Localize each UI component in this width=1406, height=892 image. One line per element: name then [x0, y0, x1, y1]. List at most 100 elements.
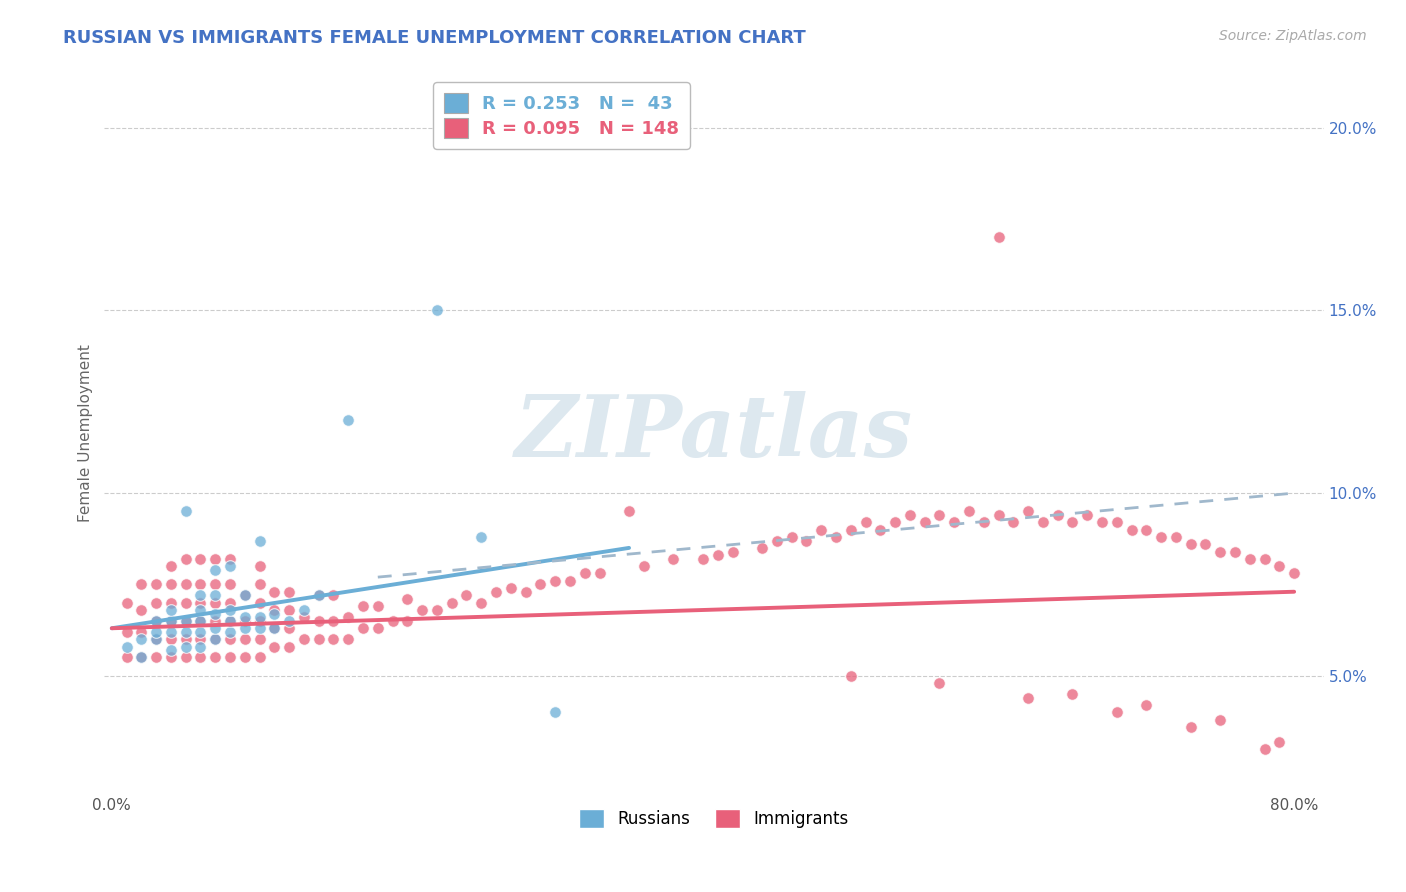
Point [855, 516, 877, 530]
Point [204, 588, 226, 602]
Point [1062, 516, 1084, 530]
Point [1253, 552, 1275, 566]
Point [751, 541, 773, 555]
Point [928, 676, 950, 690]
Point [839, 669, 862, 683]
Point [308, 614, 330, 628]
Point [190, 596, 212, 610]
Point [174, 614, 197, 628]
Point [263, 607, 285, 621]
Point [499, 581, 522, 595]
Point [810, 523, 832, 537]
Point [426, 603, 449, 617]
Point [973, 516, 995, 530]
Point [292, 632, 315, 647]
Point [470, 596, 492, 610]
Point [204, 632, 226, 647]
Point [233, 588, 256, 602]
Point [588, 566, 610, 581]
Point [278, 621, 301, 635]
Point [292, 603, 315, 617]
Point [337, 632, 360, 647]
Point [1105, 706, 1128, 720]
Point [160, 559, 183, 574]
Point [145, 614, 167, 628]
Point [219, 614, 242, 628]
Point [190, 577, 212, 591]
Point [352, 599, 374, 614]
Point [322, 632, 344, 647]
Point [337, 413, 360, 427]
Point [308, 588, 330, 602]
Point [204, 607, 226, 621]
Point [558, 574, 581, 588]
Point [174, 596, 197, 610]
Point [1135, 523, 1157, 537]
Point [160, 632, 183, 647]
Point [1268, 734, 1291, 748]
Point [115, 624, 138, 639]
Point [544, 574, 567, 588]
Point [278, 584, 301, 599]
Point [233, 588, 256, 602]
Point [839, 523, 862, 537]
Point [190, 624, 212, 639]
Point [219, 559, 242, 574]
Point [1180, 720, 1202, 734]
Point [1150, 530, 1173, 544]
Text: RUSSIAN VS IMMIGRANTS FEMALE UNEMPLOYMENT CORRELATION CHART: RUSSIAN VS IMMIGRANTS FEMALE UNEMPLOYMEN… [63, 29, 806, 46]
Point [1164, 530, 1187, 544]
Point [233, 621, 256, 635]
Point [485, 584, 508, 599]
Point [1194, 537, 1216, 551]
Point [249, 632, 271, 647]
Point [174, 614, 197, 628]
Point [219, 596, 242, 610]
Point [515, 584, 537, 599]
Point [617, 504, 640, 518]
Point [219, 552, 242, 566]
Point [249, 596, 271, 610]
Point [249, 650, 271, 665]
Point [219, 624, 242, 639]
Point [381, 614, 404, 628]
Point [219, 650, 242, 665]
Point [160, 643, 183, 657]
Point [263, 603, 285, 617]
Y-axis label: Female Unemployment: Female Unemployment [79, 344, 93, 522]
Point [337, 610, 360, 624]
Point [160, 596, 183, 610]
Point [706, 548, 728, 562]
Point [1209, 713, 1232, 727]
Point [278, 614, 301, 628]
Point [131, 577, 153, 591]
Point [1223, 544, 1246, 558]
Point [278, 603, 301, 617]
Point [1105, 516, 1128, 530]
Point [190, 650, 212, 665]
Point [1135, 698, 1157, 712]
Point [957, 504, 980, 518]
Point [219, 614, 242, 628]
Point [869, 523, 891, 537]
Point [160, 650, 183, 665]
Point [131, 650, 153, 665]
Point [544, 706, 567, 720]
Point [825, 530, 848, 544]
Point [131, 603, 153, 617]
Point [115, 650, 138, 665]
Point [292, 610, 315, 624]
Point [367, 621, 389, 635]
Point [145, 632, 167, 647]
Point [174, 632, 197, 647]
Point [174, 650, 197, 665]
Point [190, 614, 212, 628]
Point [1180, 537, 1202, 551]
Point [263, 640, 285, 654]
Point [322, 614, 344, 628]
Point [204, 650, 226, 665]
Point [898, 508, 921, 522]
Point [322, 588, 344, 602]
Point [928, 508, 950, 522]
Point [249, 559, 271, 574]
